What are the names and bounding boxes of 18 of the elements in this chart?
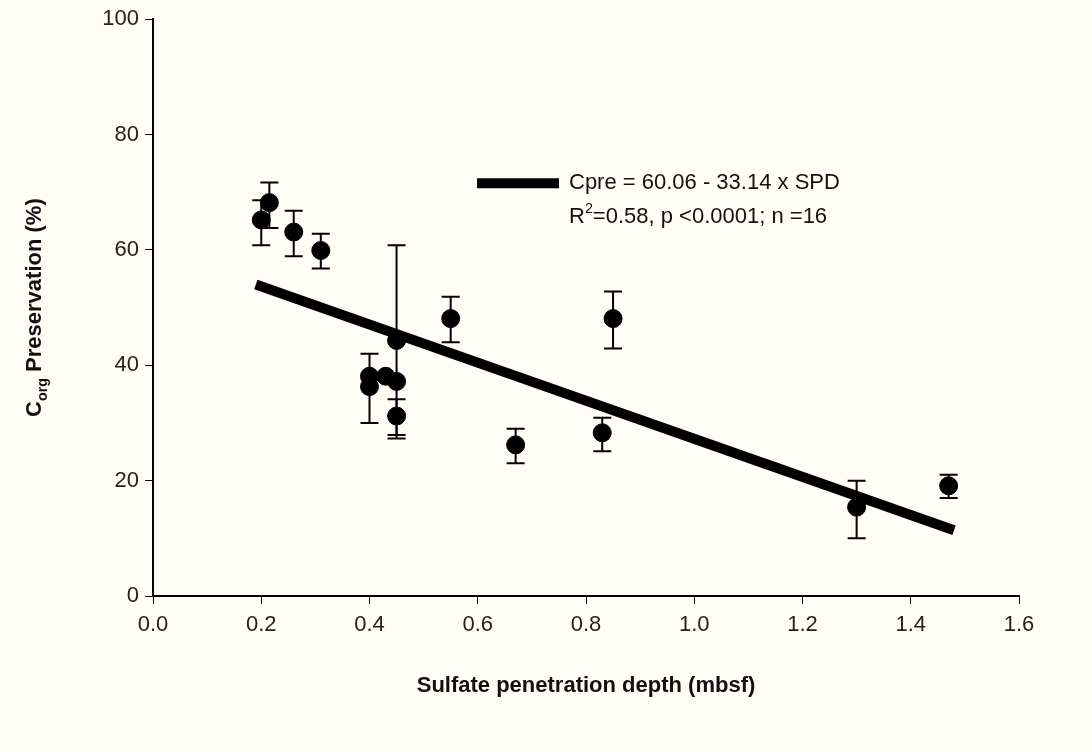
y-tick-label: 0: [126, 582, 139, 608]
legend-label: Cpre = 60.06 - 33.14 x SPD: [569, 169, 840, 195]
x-tick-label: 0.2: [245, 611, 277, 637]
x-tick-label: 0.4: [354, 611, 385, 637]
y-tick-label: 40: [114, 351, 139, 377]
x-tick-label: 1.2: [787, 611, 818, 637]
y-tick-label: 100: [102, 5, 139, 31]
x-tick-label: 0.0: [137, 611, 169, 637]
x-axis-title: Sulfate penetration depth (mbsf): [416, 672, 756, 698]
x-tick-label: 1.4: [895, 611, 927, 637]
y-axis-title: Corg Preservation (%): [21, 198, 50, 417]
y-tick-label: 80: [114, 120, 139, 146]
y-tick-label: 20: [114, 466, 139, 492]
x-tick-label: 1.6: [1003, 611, 1035, 637]
x-tick-label: 0.8: [570, 611, 602, 637]
y-tick-label: 60: [114, 235, 139, 261]
x-tick-label: 1.0: [678, 611, 710, 637]
x-tick-label: 0.6: [462, 611, 494, 637]
